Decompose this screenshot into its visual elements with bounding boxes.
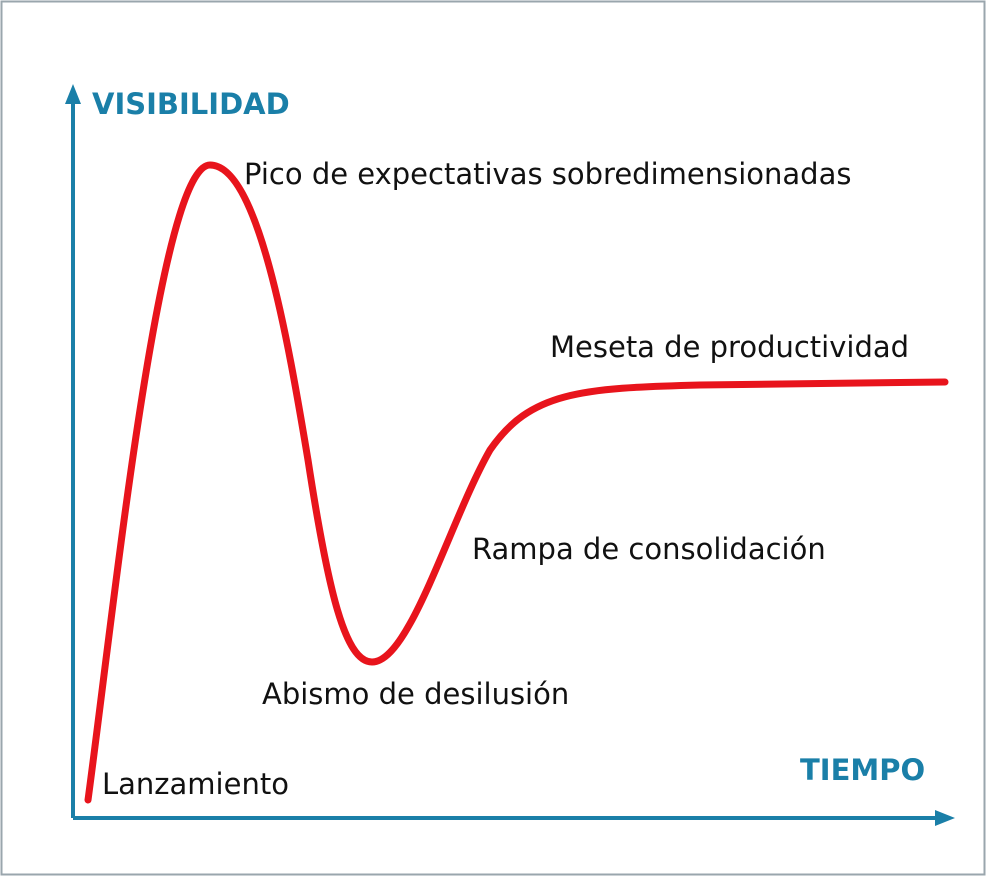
x-axis-label: TIEMPO: [800, 753, 925, 787]
y-axis-arrow-icon: [65, 84, 81, 104]
phase-label-launch: Lanzamiento: [102, 767, 289, 801]
phase-label-plateau: Meseta de productividad: [550, 330, 909, 364]
phase-label-peak: Pico de expectativas sobredimensionadas: [244, 157, 851, 191]
x-axis-arrow-icon: [935, 810, 955, 826]
phase-label-trough: Abismo de desilusión: [262, 677, 569, 711]
axes: VISIBILIDAD TIEMPO: [65, 84, 955, 826]
hype-curve: [84, 161, 949, 804]
phase-label-slope: Rampa de consolidación: [472, 532, 826, 566]
y-axis-label: VISIBILIDAD: [92, 87, 290, 121]
